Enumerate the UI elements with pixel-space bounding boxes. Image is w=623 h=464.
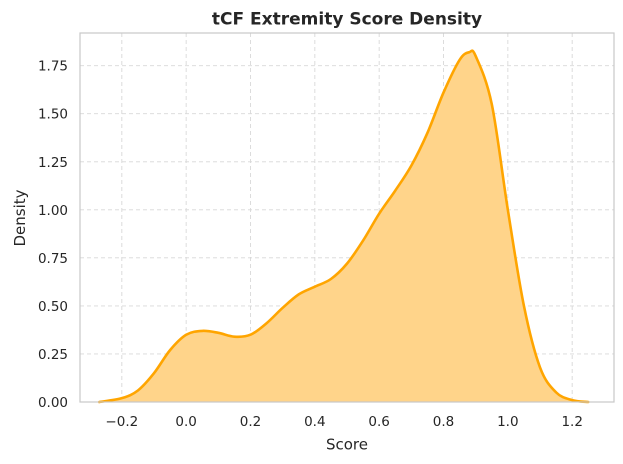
y-tick-label: 0.25 xyxy=(38,347,68,363)
y-tick-label: 0.50 xyxy=(38,299,68,315)
density-area-fill xyxy=(99,50,589,403)
y-tick-label: 1.25 xyxy=(38,155,68,171)
x-tick-label: 1.0 xyxy=(497,414,518,430)
y-tick-label: 1.50 xyxy=(38,107,68,123)
x-tick-label: 0.8 xyxy=(433,414,454,430)
y-tick-label: 1.00 xyxy=(38,203,68,219)
y-tick-label: 1.75 xyxy=(38,59,68,75)
y-axis-label: Density xyxy=(11,189,29,246)
y-tick-label: 0.75 xyxy=(38,251,68,267)
y-tick-label: 0.00 xyxy=(38,395,68,411)
x-tick-label: 0.2 xyxy=(240,414,261,430)
x-axis-ticks: −0.2 0.0 0.2 0.4 0.6 0.8 1.0 1.2 xyxy=(105,414,582,430)
x-tick-label: 0.6 xyxy=(368,414,389,430)
plot-frame xyxy=(79,32,615,403)
density-line xyxy=(98,49,590,404)
density-series xyxy=(98,49,590,404)
chart-title: tCF Extremity Score Density xyxy=(212,10,482,30)
x-tick-label: 0.0 xyxy=(175,414,196,430)
x-tick-label: 0.4 xyxy=(304,414,325,430)
y-axis-ticks: 0.00 0.25 0.50 0.75 1.00 1.25 1.50 1.75 xyxy=(38,59,68,411)
x-axis-label: Score xyxy=(326,436,368,454)
x-tick-label: −0.2 xyxy=(105,414,138,430)
x-tick-label: 1.2 xyxy=(561,414,582,430)
